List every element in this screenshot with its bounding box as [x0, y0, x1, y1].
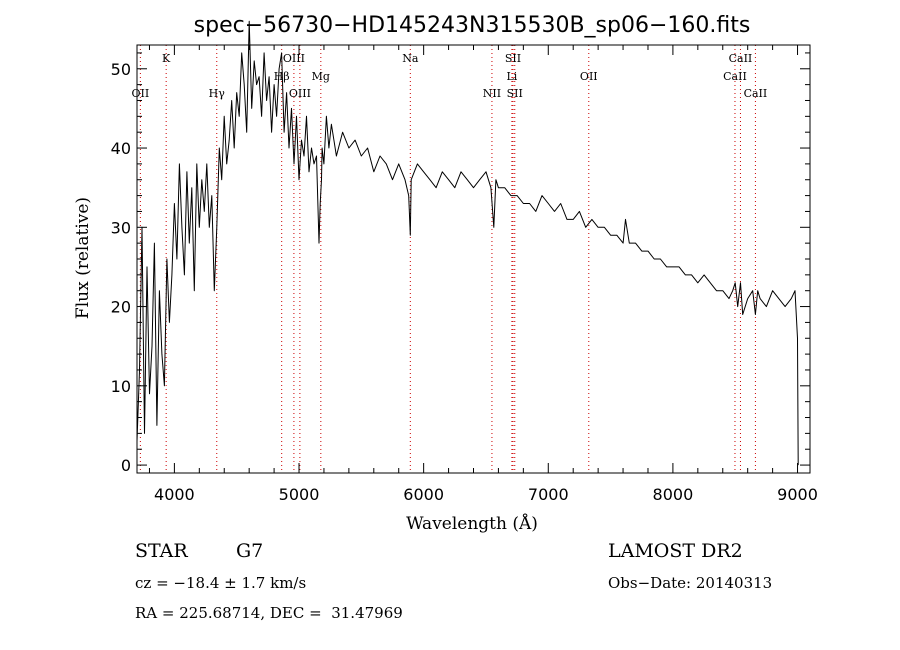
y-tick-label: 0	[121, 456, 131, 475]
spectral-line-label: SII	[505, 52, 521, 65]
observation-date: Obs−Date: 20140313	[608, 574, 773, 592]
spectral-line-label: SII	[507, 87, 523, 100]
x-tick-label: 9000	[777, 485, 818, 504]
x-tick-label: 6000	[403, 485, 444, 504]
y-tick-label: 50	[111, 60, 131, 79]
spectrum-line	[136, 20, 799, 466]
spectral-line-label: OII	[132, 87, 150, 100]
redshift-velocity: cz = −18.4 ± 1.7 km/s	[135, 574, 307, 592]
chart-title: spec−56730−HD145243N315530B_sp06−160.fit…	[194, 13, 751, 38]
y-tick-label: 30	[111, 218, 131, 237]
spectral-line-label: Hβ	[274, 70, 290, 83]
spectrum-series	[136, 20, 799, 466]
y-tick-label: 40	[111, 139, 131, 158]
y-tick-label: 20	[111, 298, 131, 317]
x-axis-ticks: 4000 5000 6000 7000 8000 9000	[148, 45, 818, 504]
y-tick-label: 10	[111, 377, 131, 396]
coordinates: RA = 225.68714, DEC = 31.47969	[135, 604, 403, 622]
object-subclass: G7	[236, 540, 264, 562]
x-axis-label: Wavelength (Å)	[406, 513, 538, 534]
spectral-line-label: Hγ	[209, 87, 226, 100]
spectral-line-label: CaII	[744, 87, 768, 100]
spectral-line-label: OIII	[283, 52, 305, 65]
spectral-line-label: CaII	[729, 52, 753, 65]
spectral-line-label: OII	[580, 70, 598, 83]
survey-name: LAMOST DR2	[608, 540, 743, 562]
spectral-line-label: Li	[506, 70, 517, 83]
spectral-line-label: OIII	[289, 87, 311, 100]
spectral-line-label: Na	[402, 52, 419, 65]
object-class: STAR	[135, 540, 188, 562]
y-axis-label: Flux (relative)	[73, 197, 93, 319]
x-tick-label: 8000	[653, 485, 694, 504]
x-tick-label: 7000	[528, 485, 569, 504]
spectral-line-label: K	[162, 52, 171, 65]
x-tick-label: 5000	[279, 485, 320, 504]
spectral-line-label: CaII	[723, 70, 747, 83]
x-tick-label: 4000	[154, 485, 195, 504]
y-axis-ticks: 0 10 20 30 40 50	[111, 52, 810, 475]
spectral-line-label: NII	[483, 87, 501, 100]
spectral-line-label: Mg	[312, 70, 330, 83]
